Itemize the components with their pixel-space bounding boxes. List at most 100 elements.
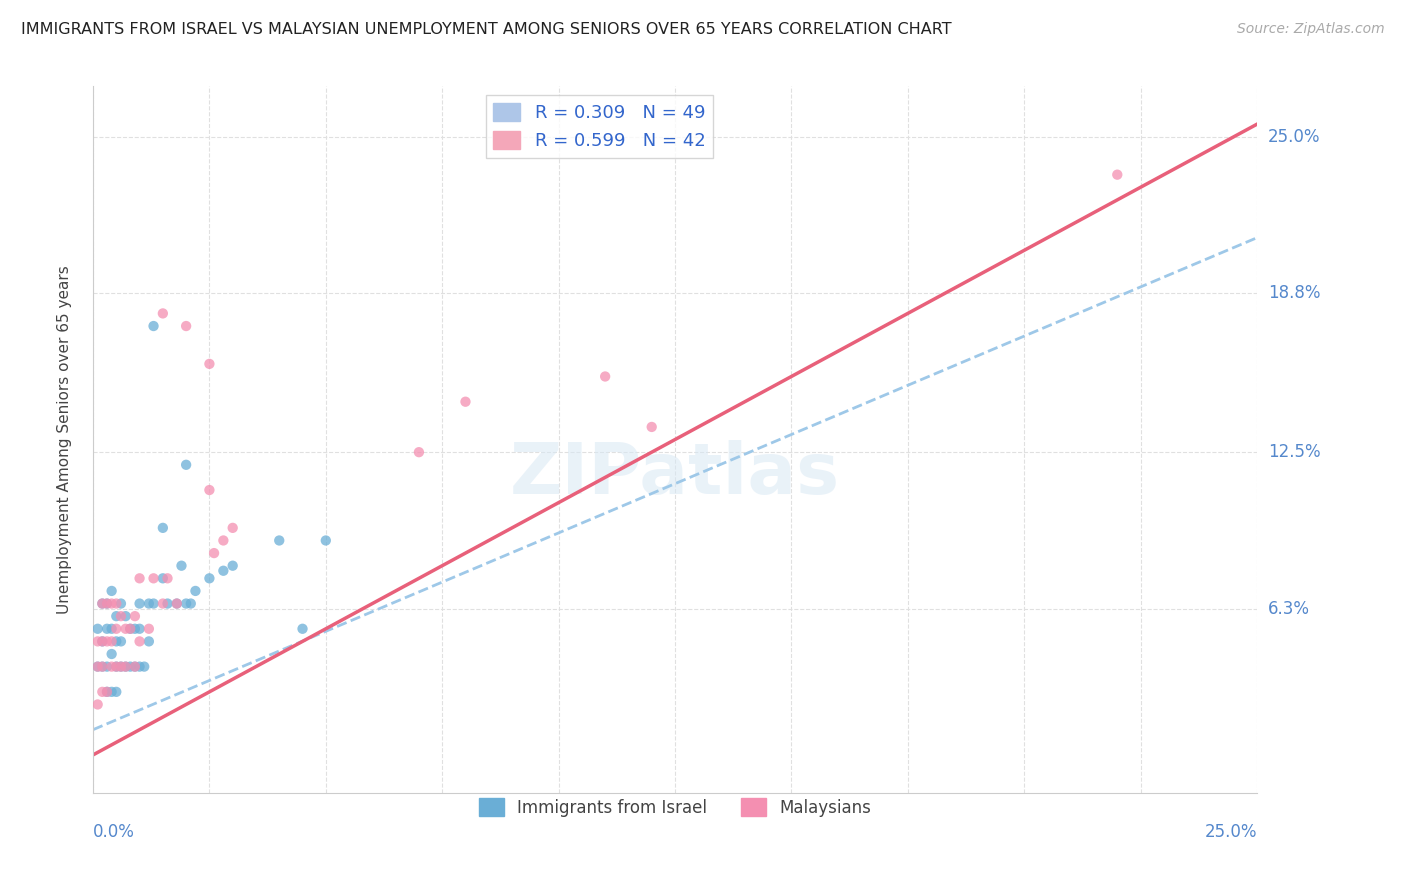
Point bbox=[105, 685, 128, 699]
Point bbox=[86, 659, 108, 673]
Point bbox=[128, 622, 150, 636]
Text: 12.5%: 12.5% bbox=[1268, 443, 1320, 461]
Point bbox=[641, 420, 664, 434]
Point bbox=[91, 659, 114, 673]
Point bbox=[124, 659, 146, 673]
Point bbox=[100, 685, 122, 699]
Point bbox=[138, 622, 160, 636]
Point bbox=[110, 659, 132, 673]
Point bbox=[100, 647, 122, 661]
Point bbox=[152, 597, 174, 611]
Point bbox=[315, 533, 337, 548]
Point bbox=[110, 659, 132, 673]
Point bbox=[96, 597, 118, 611]
Legend: Immigrants from Israel, Malaysians: Immigrants from Israel, Malaysians bbox=[472, 792, 877, 823]
Text: 25.0%: 25.0% bbox=[1205, 823, 1257, 841]
Point bbox=[100, 622, 122, 636]
Point bbox=[134, 659, 156, 673]
Text: 0.0%: 0.0% bbox=[93, 823, 135, 841]
Point bbox=[91, 634, 114, 648]
Point bbox=[91, 597, 114, 611]
Text: 6.3%: 6.3% bbox=[1268, 599, 1310, 617]
Text: ZIPatlas: ZIPatlas bbox=[510, 441, 839, 509]
Point bbox=[156, 597, 179, 611]
Point bbox=[212, 533, 235, 548]
Point bbox=[91, 659, 114, 673]
Point bbox=[96, 597, 118, 611]
Point bbox=[96, 685, 118, 699]
Point bbox=[91, 597, 114, 611]
Text: IMMIGRANTS FROM ISRAEL VS MALAYSIAN UNEMPLOYMENT AMONG SENIORS OVER 65 YEARS COR: IMMIGRANTS FROM ISRAEL VS MALAYSIAN UNEM… bbox=[21, 22, 952, 37]
Point bbox=[221, 558, 243, 573]
Point bbox=[86, 659, 108, 673]
Point bbox=[96, 634, 118, 648]
Point bbox=[120, 622, 142, 636]
Point bbox=[166, 597, 188, 611]
Point bbox=[105, 609, 128, 624]
Y-axis label: Unemployment Among Seniors over 65 years: Unemployment Among Seniors over 65 years bbox=[58, 265, 72, 614]
Point bbox=[96, 622, 118, 636]
Text: 18.8%: 18.8% bbox=[1268, 285, 1320, 302]
Point bbox=[269, 533, 291, 548]
Point bbox=[128, 659, 150, 673]
Point bbox=[408, 445, 430, 459]
Point bbox=[124, 659, 146, 673]
Point bbox=[110, 609, 132, 624]
Point bbox=[180, 597, 202, 611]
Point bbox=[110, 597, 132, 611]
Point bbox=[152, 571, 174, 585]
Point bbox=[170, 558, 193, 573]
Point bbox=[100, 634, 122, 648]
Point bbox=[120, 622, 142, 636]
Point bbox=[105, 634, 128, 648]
Point bbox=[100, 659, 122, 673]
Point bbox=[114, 659, 136, 673]
Point bbox=[105, 622, 128, 636]
Point bbox=[593, 369, 616, 384]
Point bbox=[166, 597, 188, 611]
Point bbox=[142, 571, 165, 585]
Point bbox=[212, 564, 235, 578]
Point bbox=[152, 306, 174, 320]
Point bbox=[100, 597, 122, 611]
Point bbox=[138, 634, 160, 648]
Point bbox=[142, 319, 165, 334]
Point bbox=[198, 571, 221, 585]
Point bbox=[174, 458, 197, 472]
Point bbox=[174, 319, 197, 334]
Point bbox=[128, 597, 150, 611]
Point bbox=[114, 609, 136, 624]
Point bbox=[128, 634, 150, 648]
Point bbox=[86, 634, 108, 648]
Point bbox=[124, 622, 146, 636]
Point bbox=[174, 597, 197, 611]
Point bbox=[138, 597, 160, 611]
Point bbox=[100, 583, 122, 598]
Point bbox=[110, 634, 132, 648]
Point bbox=[198, 357, 221, 371]
Point bbox=[454, 394, 477, 409]
Point bbox=[114, 622, 136, 636]
Point bbox=[96, 685, 118, 699]
Point bbox=[86, 622, 108, 636]
Point bbox=[198, 483, 221, 497]
Point bbox=[91, 685, 114, 699]
Point bbox=[124, 609, 146, 624]
Point bbox=[184, 583, 207, 598]
Point bbox=[128, 571, 150, 585]
Point bbox=[91, 634, 114, 648]
Point bbox=[156, 571, 179, 585]
Text: 25.0%: 25.0% bbox=[1268, 128, 1320, 145]
Point bbox=[120, 659, 142, 673]
Point bbox=[114, 659, 136, 673]
Point bbox=[291, 622, 314, 636]
Point bbox=[86, 698, 108, 712]
Text: Source: ZipAtlas.com: Source: ZipAtlas.com bbox=[1237, 22, 1385, 37]
Point bbox=[1107, 168, 1129, 182]
Point bbox=[96, 659, 118, 673]
Point bbox=[142, 597, 165, 611]
Point bbox=[105, 597, 128, 611]
Point bbox=[152, 521, 174, 535]
Point bbox=[105, 659, 128, 673]
Point bbox=[105, 659, 128, 673]
